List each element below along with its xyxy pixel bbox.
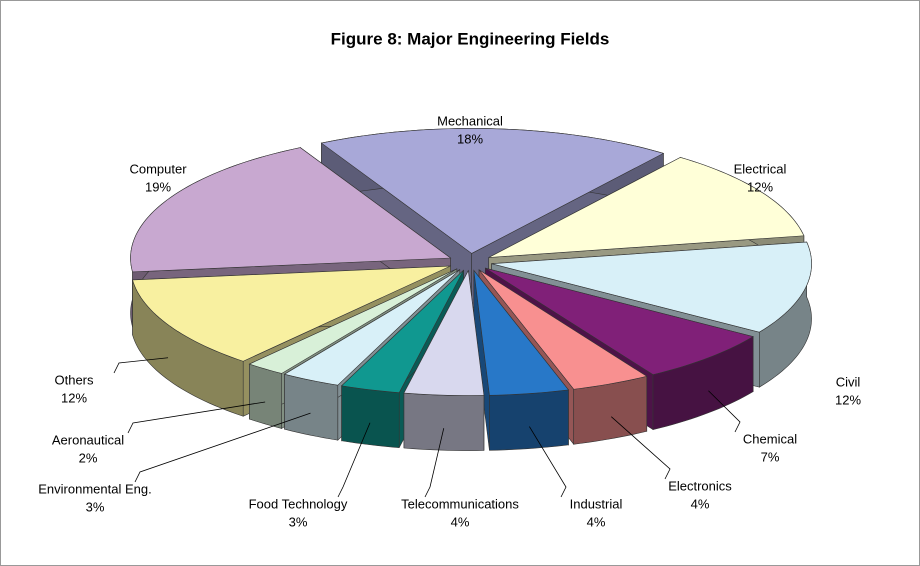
slice-label: Mechanical [437, 113, 503, 128]
slice-wall [249, 363, 282, 429]
slice-top [340, 270, 464, 393]
slice-wall [489, 389, 569, 451]
slice-value-label: 12% [61, 390, 87, 405]
slice-value-label: 2% [79, 450, 98, 465]
chart-title: Figure 8: Major Engineering Fields [331, 29, 610, 48]
slice-label: Environmental Eng. [38, 481, 151, 496]
slice-label: Others [54, 372, 94, 387]
slice-value-label: 3% [86, 499, 105, 514]
slice-value-label: 18% [457, 131, 483, 146]
pie-slice [473, 269, 570, 451]
leader-line [113, 357, 169, 374]
slice-value-label: 12% [835, 392, 861, 407]
slice-top [283, 269, 460, 386]
slice-value-label: 12% [747, 179, 773, 194]
slice-label: Aeronautical [52, 432, 124, 447]
slice-top [248, 268, 457, 374]
slice-top [488, 157, 805, 258]
slice-value-label: 4% [691, 496, 710, 511]
leader-line [337, 422, 371, 498]
slice-label: Chemical [743, 431, 797, 446]
slice-top [130, 147, 452, 273]
leader-line [134, 412, 311, 483]
slice-top [485, 267, 754, 375]
pie-slice [403, 269, 485, 451]
slice-top [132, 265, 451, 362]
slice-label: Computer [129, 161, 187, 176]
slice-label: Electronics [668, 478, 732, 493]
leader-line [611, 416, 671, 480]
slice-top [403, 269, 485, 396]
leader-line [529, 426, 567, 498]
slice-wall [403, 392, 485, 451]
slice-value-label: 7% [761, 449, 780, 464]
slice-top [320, 128, 665, 254]
slice-value-label: 4% [587, 514, 606, 529]
slice-label: Food Technology [249, 496, 348, 511]
leader-line [708, 390, 741, 433]
slice-top [478, 269, 648, 390]
slice-top [473, 269, 570, 396]
slice-top [491, 241, 812, 333]
slice-value-label: 3% [289, 514, 308, 529]
slice-wall [341, 385, 400, 448]
slice-label: Electrical [734, 161, 787, 176]
leader-line [424, 428, 445, 498]
slice-value-label: 19% [145, 179, 171, 194]
slice-value-label: 4% [451, 514, 470, 529]
slice-label: Telecommunications [401, 496, 519, 511]
slice-label: Civil [836, 374, 861, 389]
slice-label: Industrial [570, 496, 623, 511]
leader-line [127, 401, 266, 434]
